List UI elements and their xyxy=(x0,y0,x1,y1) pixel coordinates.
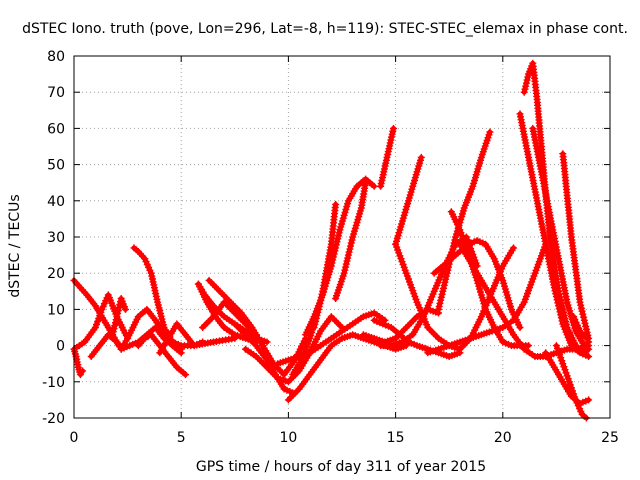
grid xyxy=(74,56,610,418)
data-point-marker xyxy=(585,353,593,360)
data-point-marker xyxy=(76,371,84,379)
series-19 xyxy=(310,200,340,331)
series-23 xyxy=(377,124,397,190)
y-tick-label: 20 xyxy=(47,266,65,282)
data-point-marker xyxy=(561,366,569,374)
series-24 xyxy=(392,153,425,248)
data-point-marker xyxy=(79,367,87,375)
series-38 xyxy=(570,313,590,342)
y-tick-label: 40 xyxy=(47,194,65,210)
data-point-marker xyxy=(556,351,564,359)
data-point-marker xyxy=(585,345,593,353)
series-36 xyxy=(559,150,593,342)
series-26 xyxy=(392,240,517,353)
tick-labels: 0 5 10 15 20 25 -20 -10 0 10 20 30 40 50 60 70 80 xyxy=(42,49,619,446)
series-10 xyxy=(194,280,271,346)
x-tick-label: 25 xyxy=(601,430,619,446)
y-axis-label: dSTEC / TECUs xyxy=(7,194,23,297)
data-point-marker xyxy=(417,153,425,161)
data-point-marker xyxy=(390,124,397,132)
y-tick-label: 50 xyxy=(47,158,65,174)
series-28 xyxy=(424,240,550,357)
data-series xyxy=(70,59,593,422)
data-point-marker xyxy=(177,349,185,357)
chart-title: dSTEC Iono. truth (pove, Lon=296, Lat=-8… xyxy=(22,21,628,37)
data-point-marker xyxy=(362,179,370,187)
data-point-marker xyxy=(582,334,590,342)
y-tick-label: 30 xyxy=(47,230,65,246)
series-4 xyxy=(109,295,129,339)
data-point-marker xyxy=(199,338,207,346)
data-point-marker xyxy=(510,244,517,252)
data-point-marker xyxy=(525,342,532,350)
series-35 xyxy=(542,349,593,407)
x-tick-label: 5 xyxy=(177,430,186,446)
series-34 xyxy=(529,124,593,350)
series-20 xyxy=(332,179,370,302)
data-point-marker xyxy=(567,384,575,392)
x-tick-label: 15 xyxy=(387,430,405,446)
y-tick-label: -10 xyxy=(42,375,65,391)
series-29 xyxy=(435,128,494,313)
series-31 xyxy=(456,240,593,360)
y-tick-label: 70 xyxy=(47,85,65,101)
x-tick-label: 10 xyxy=(279,430,297,446)
x-tick-label: 20 xyxy=(494,430,512,446)
series-22 xyxy=(370,316,464,360)
series-7 xyxy=(134,331,189,379)
data-point-marker xyxy=(585,396,593,404)
y-tick-label: 10 xyxy=(47,302,65,318)
x-tick-label: 0 xyxy=(70,430,79,446)
data-point-marker xyxy=(263,338,271,346)
data-point-marker xyxy=(370,182,378,190)
data-point-marker xyxy=(486,128,494,136)
data-point-marker xyxy=(182,371,189,379)
plot-frame xyxy=(73,55,611,419)
data-point-marker xyxy=(516,324,524,331)
x-axis-label: GPS time / hours of day 311 of year 2015 xyxy=(196,459,486,475)
data-point-marker xyxy=(112,316,120,324)
data-point-marker xyxy=(122,305,129,313)
y-tick-label: 0 xyxy=(56,339,65,355)
series-16 xyxy=(284,331,410,404)
series-37 xyxy=(552,342,590,422)
series-8 xyxy=(156,320,207,357)
y-tick-label: -20 xyxy=(42,411,65,427)
data-point-marker xyxy=(332,200,340,208)
series-15 xyxy=(274,309,389,368)
y-tick-label: 60 xyxy=(47,121,65,137)
y-tick-label: 80 xyxy=(47,49,65,65)
data-point-marker xyxy=(94,318,102,325)
